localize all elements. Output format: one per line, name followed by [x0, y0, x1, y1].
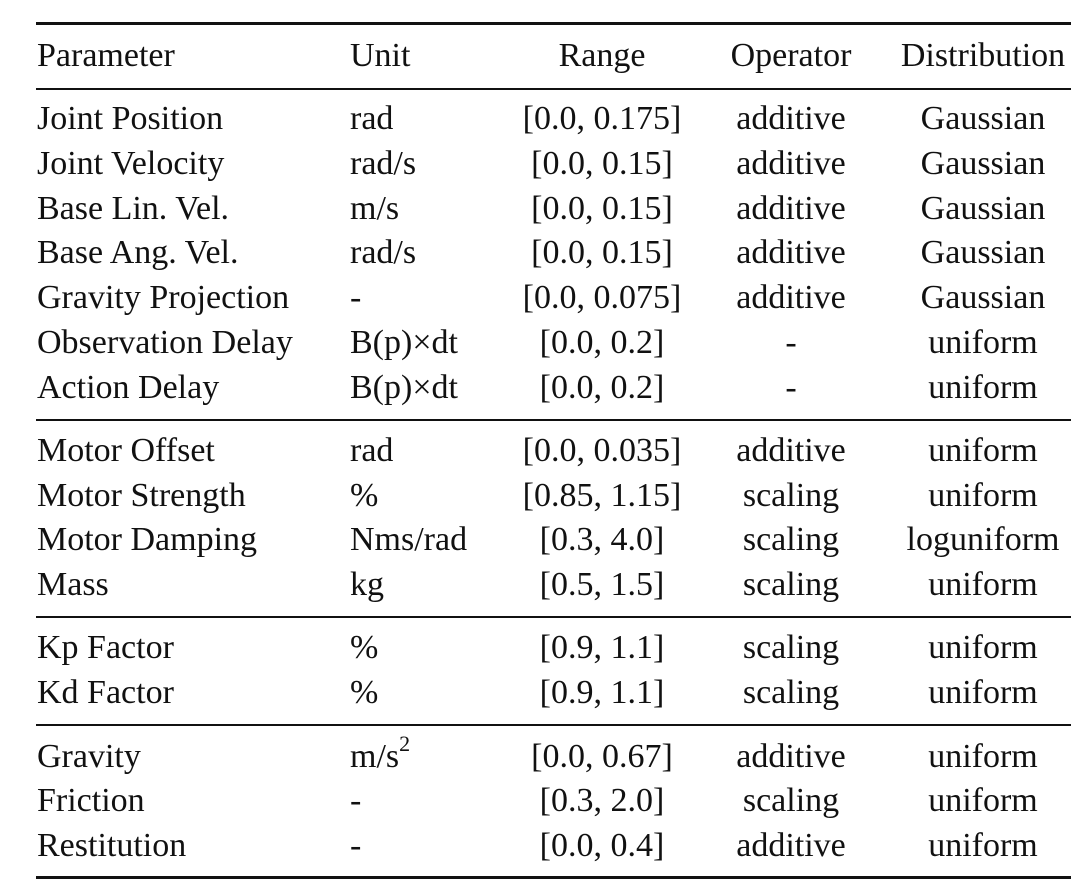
operator-cell: additive [736, 432, 846, 469]
range-cell: [0.0, 0.175] [522, 100, 682, 137]
operator-cell: additive [736, 279, 846, 316]
group-divider [36, 419, 1071, 421]
unit-cell: - [350, 827, 362, 864]
range-cell: [0.9, 1.1] [539, 674, 665, 711]
parameter-cell: Kd Factor [37, 674, 174, 711]
operator-cell: - [785, 369, 797, 406]
unit-cell: B(p)×dt [350, 324, 458, 361]
range-cell: [0.5, 1.5] [539, 566, 665, 603]
parameter-cell: Action Delay [37, 369, 220, 406]
unit-cell: m/s2 [350, 732, 410, 777]
unit-base-text: m/s [350, 738, 400, 775]
range-cell: [0.0, 0.035] [522, 432, 682, 469]
group-divider [36, 616, 1071, 618]
distribution-cell: uniform [928, 674, 1038, 711]
operator-cell: - [785, 324, 797, 361]
distribution-cell: loguniform [906, 521, 1060, 558]
unit-cell: Nms/rad [350, 521, 468, 558]
operator-cell: scaling [742, 674, 840, 711]
unit-cell: % [350, 629, 379, 666]
unit-cell: % [350, 674, 379, 711]
distribution-cell: uniform [928, 629, 1038, 666]
parameter-cell: Gravity [37, 738, 141, 775]
range-cell: [0.0, 0.67] [531, 738, 673, 775]
distribution-cell: uniform [928, 324, 1038, 361]
range-cell: [0.3, 4.0] [539, 521, 665, 558]
distribution-cell: Gaussian [920, 100, 1046, 137]
group-divider [36, 724, 1071, 726]
unit-cell: - [350, 782, 362, 819]
range-cell: [0.0, 0.15] [531, 145, 673, 182]
distribution-cell: uniform [928, 827, 1038, 864]
operator-cell: additive [736, 827, 846, 864]
parameter-cell: Restitution [37, 827, 187, 864]
operator-cell: scaling [742, 782, 840, 819]
parameter-cell: Observation Delay [37, 324, 293, 361]
range-cell: [0.0, 0.15] [531, 234, 673, 271]
operator-cell: additive [736, 190, 846, 227]
header-range: Range [558, 37, 646, 74]
range-cell: [0.3, 2.0] [539, 782, 665, 819]
range-cell: [0.0, 0.2] [539, 324, 665, 361]
unit-cell: % [350, 477, 379, 514]
range-cell: [0.0, 0.4] [539, 827, 665, 864]
header-unit: Unit [350, 37, 411, 74]
unit-cell: rad/s [350, 234, 417, 271]
header-distribution: Distribution [900, 37, 1066, 74]
unit-cell: m/s [350, 190, 400, 227]
operator-cell: additive [736, 145, 846, 182]
unit-cell: rad [350, 432, 394, 469]
parameter-cell: Gravity Projection [37, 279, 290, 316]
operator-cell: additive [736, 234, 846, 271]
distribution-cell: uniform [928, 369, 1038, 406]
parameter-cell: Kp Factor [37, 629, 174, 666]
distribution-cell: uniform [928, 566, 1038, 603]
range-cell: [0.0, 0.075] [522, 279, 682, 316]
operator-cell: scaling [742, 629, 840, 666]
parameter-cell: Motor Damping [37, 521, 258, 558]
top-rule [36, 22, 1071, 25]
distribution-cell: Gaussian [920, 145, 1046, 182]
distribution-cell: Gaussian [920, 190, 1046, 227]
parameter-cell: Motor Offset [37, 432, 215, 469]
distribution-cell: uniform [928, 782, 1038, 819]
unit-cell: kg [350, 566, 384, 603]
distribution-cell: uniform [928, 477, 1038, 514]
parameter-cell: Base Ang. Vel. [37, 234, 239, 271]
distribution-cell: Gaussian [920, 234, 1046, 271]
unit-cell: - [350, 279, 362, 316]
distribution-cell: uniform [928, 432, 1038, 469]
operator-cell: scaling [742, 566, 840, 603]
header-parameter: Parameter [37, 37, 175, 74]
range-cell: [0.0, 0.15] [531, 190, 673, 227]
unit-cell: rad [350, 100, 394, 137]
parameter-cell: Joint Position [37, 100, 224, 137]
operator-cell: additive [736, 738, 846, 775]
header-rule [36, 88, 1071, 90]
unit-cell: B(p)×dt [350, 369, 458, 406]
distribution-cell: uniform [928, 738, 1038, 775]
header-operator: Operator [730, 37, 852, 74]
unit-cell: rad/s [350, 145, 417, 182]
parameter-cell: Joint Velocity [37, 145, 225, 182]
range-cell: [0.0, 0.2] [539, 369, 665, 406]
range-cell: [0.85, 1.15] [522, 477, 682, 514]
unit-exponent: 2 [399, 730, 411, 756]
operator-cell: additive [736, 100, 846, 137]
range-cell: [0.9, 1.1] [539, 629, 665, 666]
parameter-cell: Mass [37, 566, 109, 603]
parameter-cell: Friction [37, 782, 145, 819]
distribution-cell: Gaussian [920, 279, 1046, 316]
operator-cell: scaling [742, 521, 840, 558]
parameter-cell: Base Lin. Vel. [37, 190, 230, 227]
operator-cell: scaling [742, 477, 840, 514]
parameter-cell: Motor Strength [37, 477, 246, 514]
bottom-rule [36, 876, 1071, 879]
